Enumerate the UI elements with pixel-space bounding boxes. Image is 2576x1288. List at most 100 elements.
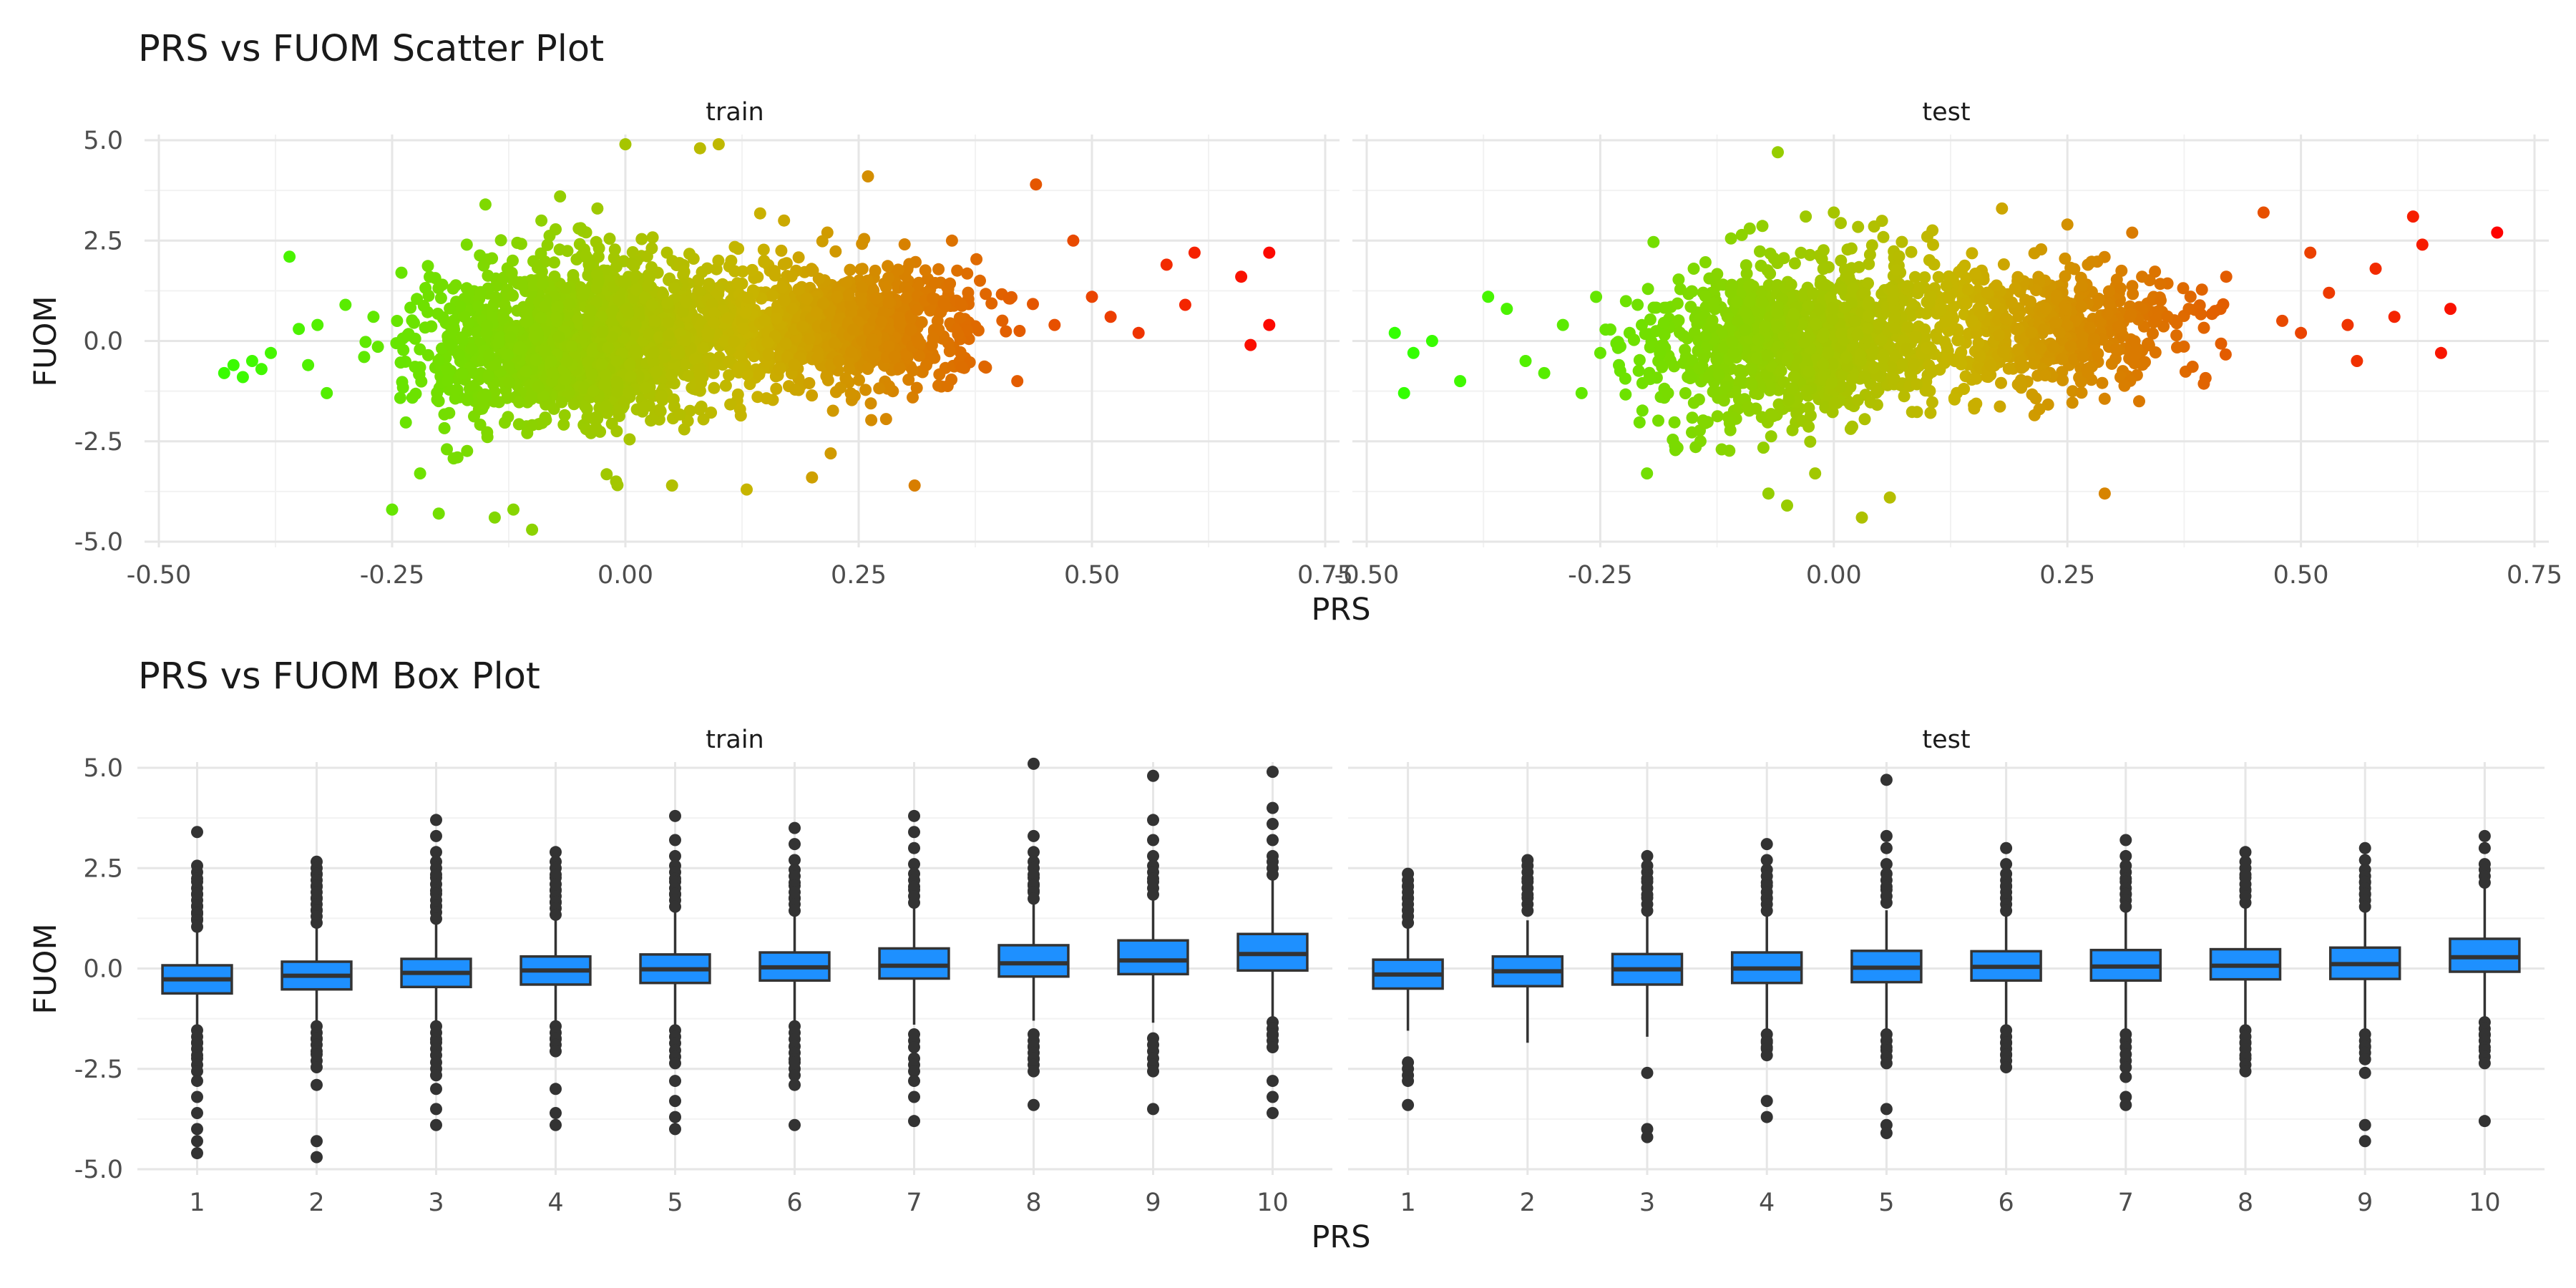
scatter-point [1981,286,1994,299]
scatter-point [514,341,526,353]
scatter-point [2295,326,2308,339]
scatter-point [494,234,507,247]
box-outlier [2119,834,2132,847]
scatter-point [577,289,590,302]
box-outlier [430,814,442,826]
scatter-point [2011,323,2024,335]
scatter-point [543,230,556,242]
box-outlier [1880,1057,1893,1070]
scatter-point [2049,316,2062,329]
box-outlier [2478,1115,2491,1128]
scatter-point [503,376,516,389]
scatter-point [819,320,832,333]
scatter-point [866,334,879,347]
scatter-point [2061,218,2074,231]
scatter-point [1898,390,1911,403]
scatter-point [1723,416,1736,429]
box-outlier [1641,1131,1654,1143]
scatter-point [1841,360,1853,373]
scatter-point [810,306,823,319]
box-outlier [1880,1127,1893,1140]
scatter-point [1668,416,1681,429]
scatter-point [803,333,816,346]
scatter-point [953,311,966,324]
scatter-point [541,238,554,251]
box-outlier [191,1091,203,1103]
scatter-point [2215,337,2228,350]
box-outlier [1267,1040,1279,1053]
scatter-point [2009,282,2021,295]
box-outlier [1267,1075,1279,1088]
scatter-point [1782,394,1795,406]
scatter-point [535,214,548,227]
scatter-point [796,320,809,333]
scatter-point [1800,384,1813,397]
scatter-point [817,297,829,310]
scatter-point [719,379,732,392]
scatter-title: PRS vs FUOM Scatter Plot [138,28,604,70]
x-tick-label: 0.00 [597,561,653,590]
scatter-point [693,362,706,375]
scatter-point [2323,286,2336,299]
scatter-point [1862,298,1875,311]
scatter-point [712,138,725,151]
box-outlier [908,1065,920,1078]
scatter-point [1921,230,1933,243]
scatter-point [1966,315,1979,327]
scatter-point [516,279,529,292]
box-outlier [789,838,801,851]
scatter-point [888,350,901,363]
scatter-point [409,387,422,400]
scatter-point [913,349,925,362]
scatter-point [441,365,454,378]
scatter-point [856,334,869,347]
box-outlier [908,897,920,909]
scatter-point [1000,325,1013,338]
scatter-point [907,364,919,377]
scatter-point [481,319,493,332]
scatter-point [2037,323,2050,336]
box-outlier [1402,1075,1415,1088]
scatter-point [1786,424,1799,436]
scatter-point [1772,146,1784,159]
box-outlier [1147,1103,1159,1116]
scatter-point [929,277,942,289]
scatter-point [706,298,718,311]
scatter-point [1934,303,1947,316]
scatter-point [596,326,609,338]
scatter-point [2053,326,2066,339]
scatter-point [527,278,540,291]
scatter-point [1943,291,1956,304]
scatter-panel-test: -0.50 -0.25 0.00 0.25 0.50 0.75 [1335,135,2562,590]
x-tick-label: 0.25 [831,561,887,590]
scatter-point [622,307,635,320]
scatter-point [1846,372,1859,385]
scatter-point [912,336,924,348]
scatter-point [1720,381,1733,394]
scatter-point [941,380,954,392]
scatter-point [1858,413,1871,426]
scatter-point [2126,280,2139,293]
scatter-point [461,444,474,457]
scatter-point [1633,353,1646,366]
scatter-point [869,292,882,305]
scatter-point [1873,318,1885,331]
scatter-point [1726,336,1739,348]
box-strip-train: train [706,726,763,754]
box-outlier [1267,766,1279,779]
scatter-point [1654,347,1667,360]
scatter-point [489,291,502,304]
box-outlier [311,1151,323,1163]
scatter-point [873,382,886,395]
scatter-point [1911,406,1923,419]
scatter-point [678,265,691,278]
scatter-point [438,421,451,434]
scatter-point [628,260,640,273]
scatter-point [677,306,690,318]
scatter-point [1785,278,1797,291]
scatter-point [1826,358,1839,371]
scatter-point [683,404,696,417]
scatter-point [454,300,467,313]
scatter-point [2059,303,2072,316]
box-outlier [1267,801,1279,814]
